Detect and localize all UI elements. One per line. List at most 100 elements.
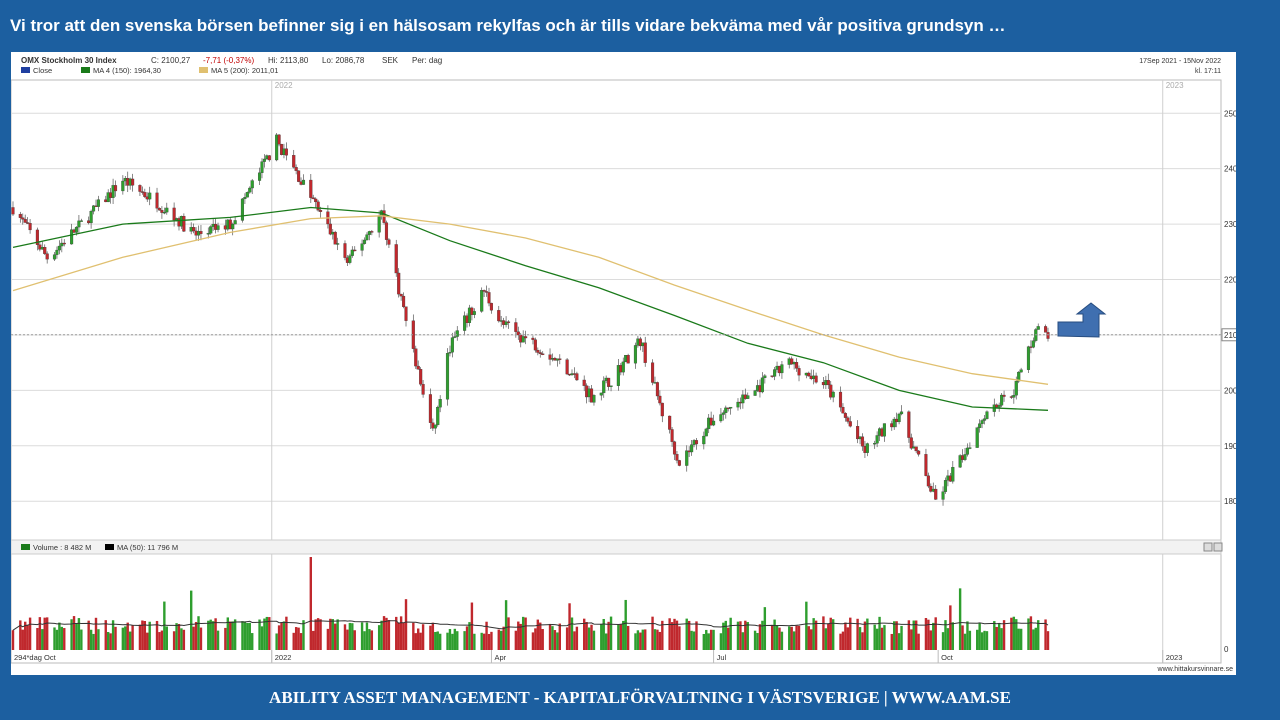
candle-body (980, 420, 984, 424)
volume-bar (55, 629, 59, 650)
candle-body (668, 415, 672, 430)
volume-bar (790, 626, 793, 650)
candle-body (404, 306, 408, 321)
volume-bar (297, 627, 300, 650)
candle-body (773, 369, 777, 377)
candle-body (797, 368, 801, 376)
volume-bar (21, 629, 24, 650)
volume-bar (243, 621, 247, 650)
volume-bar (268, 617, 271, 650)
candle-body (1026, 346, 1031, 370)
volume-bar (917, 633, 920, 650)
volume-bar (670, 622, 674, 650)
volume-bar (636, 630, 640, 650)
x-tick-label: 2023 (1166, 653, 1183, 662)
volume-bar (265, 616, 269, 650)
legend-label: MA (50): 11 796 M (117, 543, 178, 552)
volume-bar (326, 628, 330, 650)
volume-bar (690, 630, 693, 650)
volume-bar (846, 627, 850, 650)
candle-body (826, 380, 830, 386)
volume-bar (524, 617, 527, 650)
candle-body (52, 254, 57, 260)
volume-bar (172, 631, 176, 650)
legend-label: MA 5 (200): 2011,01 (211, 66, 278, 75)
candle-body (694, 440, 699, 445)
volume-bar (792, 631, 796, 650)
candle-body (690, 444, 694, 453)
candle-body (873, 443, 877, 445)
candle-body (199, 231, 203, 234)
candle-body (795, 362, 799, 369)
candle-body (565, 359, 569, 375)
candle-body (74, 226, 79, 233)
candle-body (277, 134, 281, 145)
ma150-line (12, 206, 1049, 411)
candle-body (1012, 395, 1016, 398)
volume-bar (673, 618, 676, 650)
candle-body (724, 407, 728, 413)
volume-bar (573, 631, 576, 650)
volume-bar (617, 624, 620, 650)
candle-body (402, 295, 406, 307)
volume-bar (814, 620, 818, 650)
candle-body (633, 345, 638, 364)
volume-bar (553, 630, 557, 650)
volume-bar (63, 628, 66, 650)
zoom-icon[interactable] (1203, 542, 1213, 552)
volume-bar (277, 625, 281, 650)
volume-bar (912, 620, 915, 650)
candle-body (77, 220, 81, 228)
volume-bar (470, 602, 474, 650)
volume-bar (207, 620, 210, 650)
candle-body (394, 244, 398, 274)
candle-body (314, 198, 318, 203)
volume-bar (148, 621, 151, 650)
info-currency: SEK (382, 56, 399, 65)
volume-bar (739, 621, 742, 650)
candle-body (45, 253, 49, 260)
volume-bar (482, 633, 486, 650)
candle-body (909, 437, 913, 449)
candle-body (216, 225, 220, 230)
volume-bar (531, 632, 535, 650)
volume-bar (810, 629, 813, 650)
candle-body (487, 292, 491, 304)
volume-bar (175, 623, 178, 650)
candle-body (455, 330, 459, 337)
volume-bar (1032, 629, 1035, 650)
x-tick-label: Apr (494, 653, 506, 662)
volume-bar (1019, 628, 1023, 650)
volume-bar (548, 623, 552, 650)
volume-bar (94, 617, 98, 650)
volume-bar (934, 617, 937, 650)
volume-bar (622, 620, 625, 650)
candle-body (643, 342, 647, 363)
volume-bar (558, 623, 561, 650)
volume-bar (258, 619, 261, 650)
volume-bar (419, 632, 422, 650)
volume-bar (473, 633, 476, 650)
volume-bar (583, 618, 586, 650)
volume-bar (97, 629, 100, 650)
candle-body (917, 450, 921, 455)
candle-body (472, 311, 476, 315)
volume-bar (70, 619, 73, 650)
volume-bar (395, 616, 398, 650)
candle-body (763, 375, 767, 378)
candle-body (43, 247, 47, 254)
volume-bar (463, 631, 466, 650)
y-tick-label: 2000 (1224, 386, 1236, 395)
volume-bar (775, 625, 779, 650)
volume-bar (502, 626, 505, 650)
volume-bar (880, 627, 884, 650)
candle-body (143, 192, 147, 197)
volume-bar (80, 629, 83, 650)
candle-body (982, 418, 987, 421)
legend-label: Volume : 8 482 M (33, 543, 91, 552)
candle-body (943, 480, 948, 492)
candle-body (897, 413, 901, 423)
volume-bar (924, 618, 928, 650)
close-panel-icon[interactable] (1213, 542, 1223, 552)
candle-body (262, 158, 266, 162)
